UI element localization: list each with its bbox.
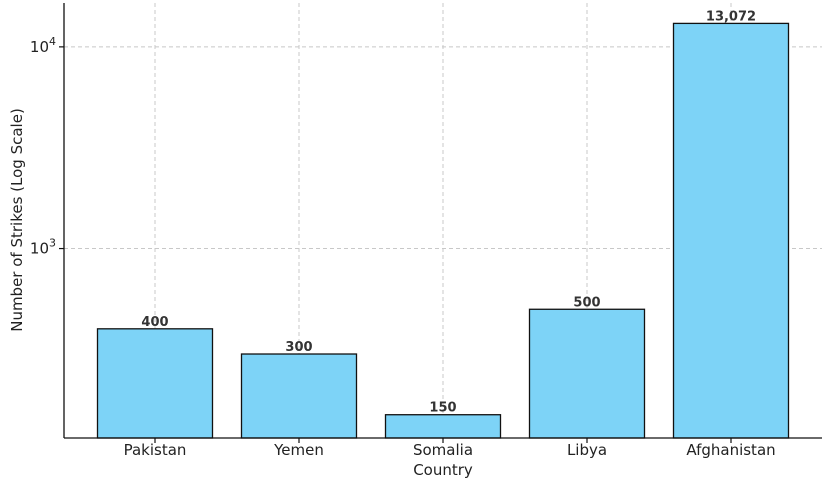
y-axis-label: Number of Strikes (Log Scale): [8, 108, 26, 332]
y-tick-label: 103: [30, 237, 56, 258]
x-tick-label: Somalia: [413, 441, 473, 459]
bar-somalia: [384, 414, 502, 439]
data-label-somalia: 150: [429, 401, 456, 416]
data-labels: 400 300 150 500 13,072: [141, 9, 756, 415]
x-ticks: Pakistan Yemen Somalia Libya Afghanistan: [124, 438, 776, 459]
x-axis-label: Country: [413, 461, 473, 479]
data-label-libya: 500: [573, 295, 600, 310]
x-tick-label: Afghanistan: [686, 441, 775, 459]
x-tick-label: Pakistan: [124, 441, 187, 459]
y-ticks: 103 104: [30, 35, 64, 258]
bars-layer: [96, 22, 790, 439]
x-tick-label: Yemen: [273, 441, 324, 459]
data-label-afghanistan: 13,072: [706, 9, 756, 24]
x-tick-label: Libya: [567, 441, 607, 459]
bar-libya: [528, 308, 646, 439]
y-tick-label: 104: [30, 35, 56, 56]
bar-yemen: [240, 353, 358, 439]
bar-afghanistan: [672, 22, 790, 439]
bar-pakistan: [96, 328, 214, 439]
data-label-pakistan: 400: [141, 315, 168, 330]
data-label-yemen: 300: [285, 340, 312, 355]
